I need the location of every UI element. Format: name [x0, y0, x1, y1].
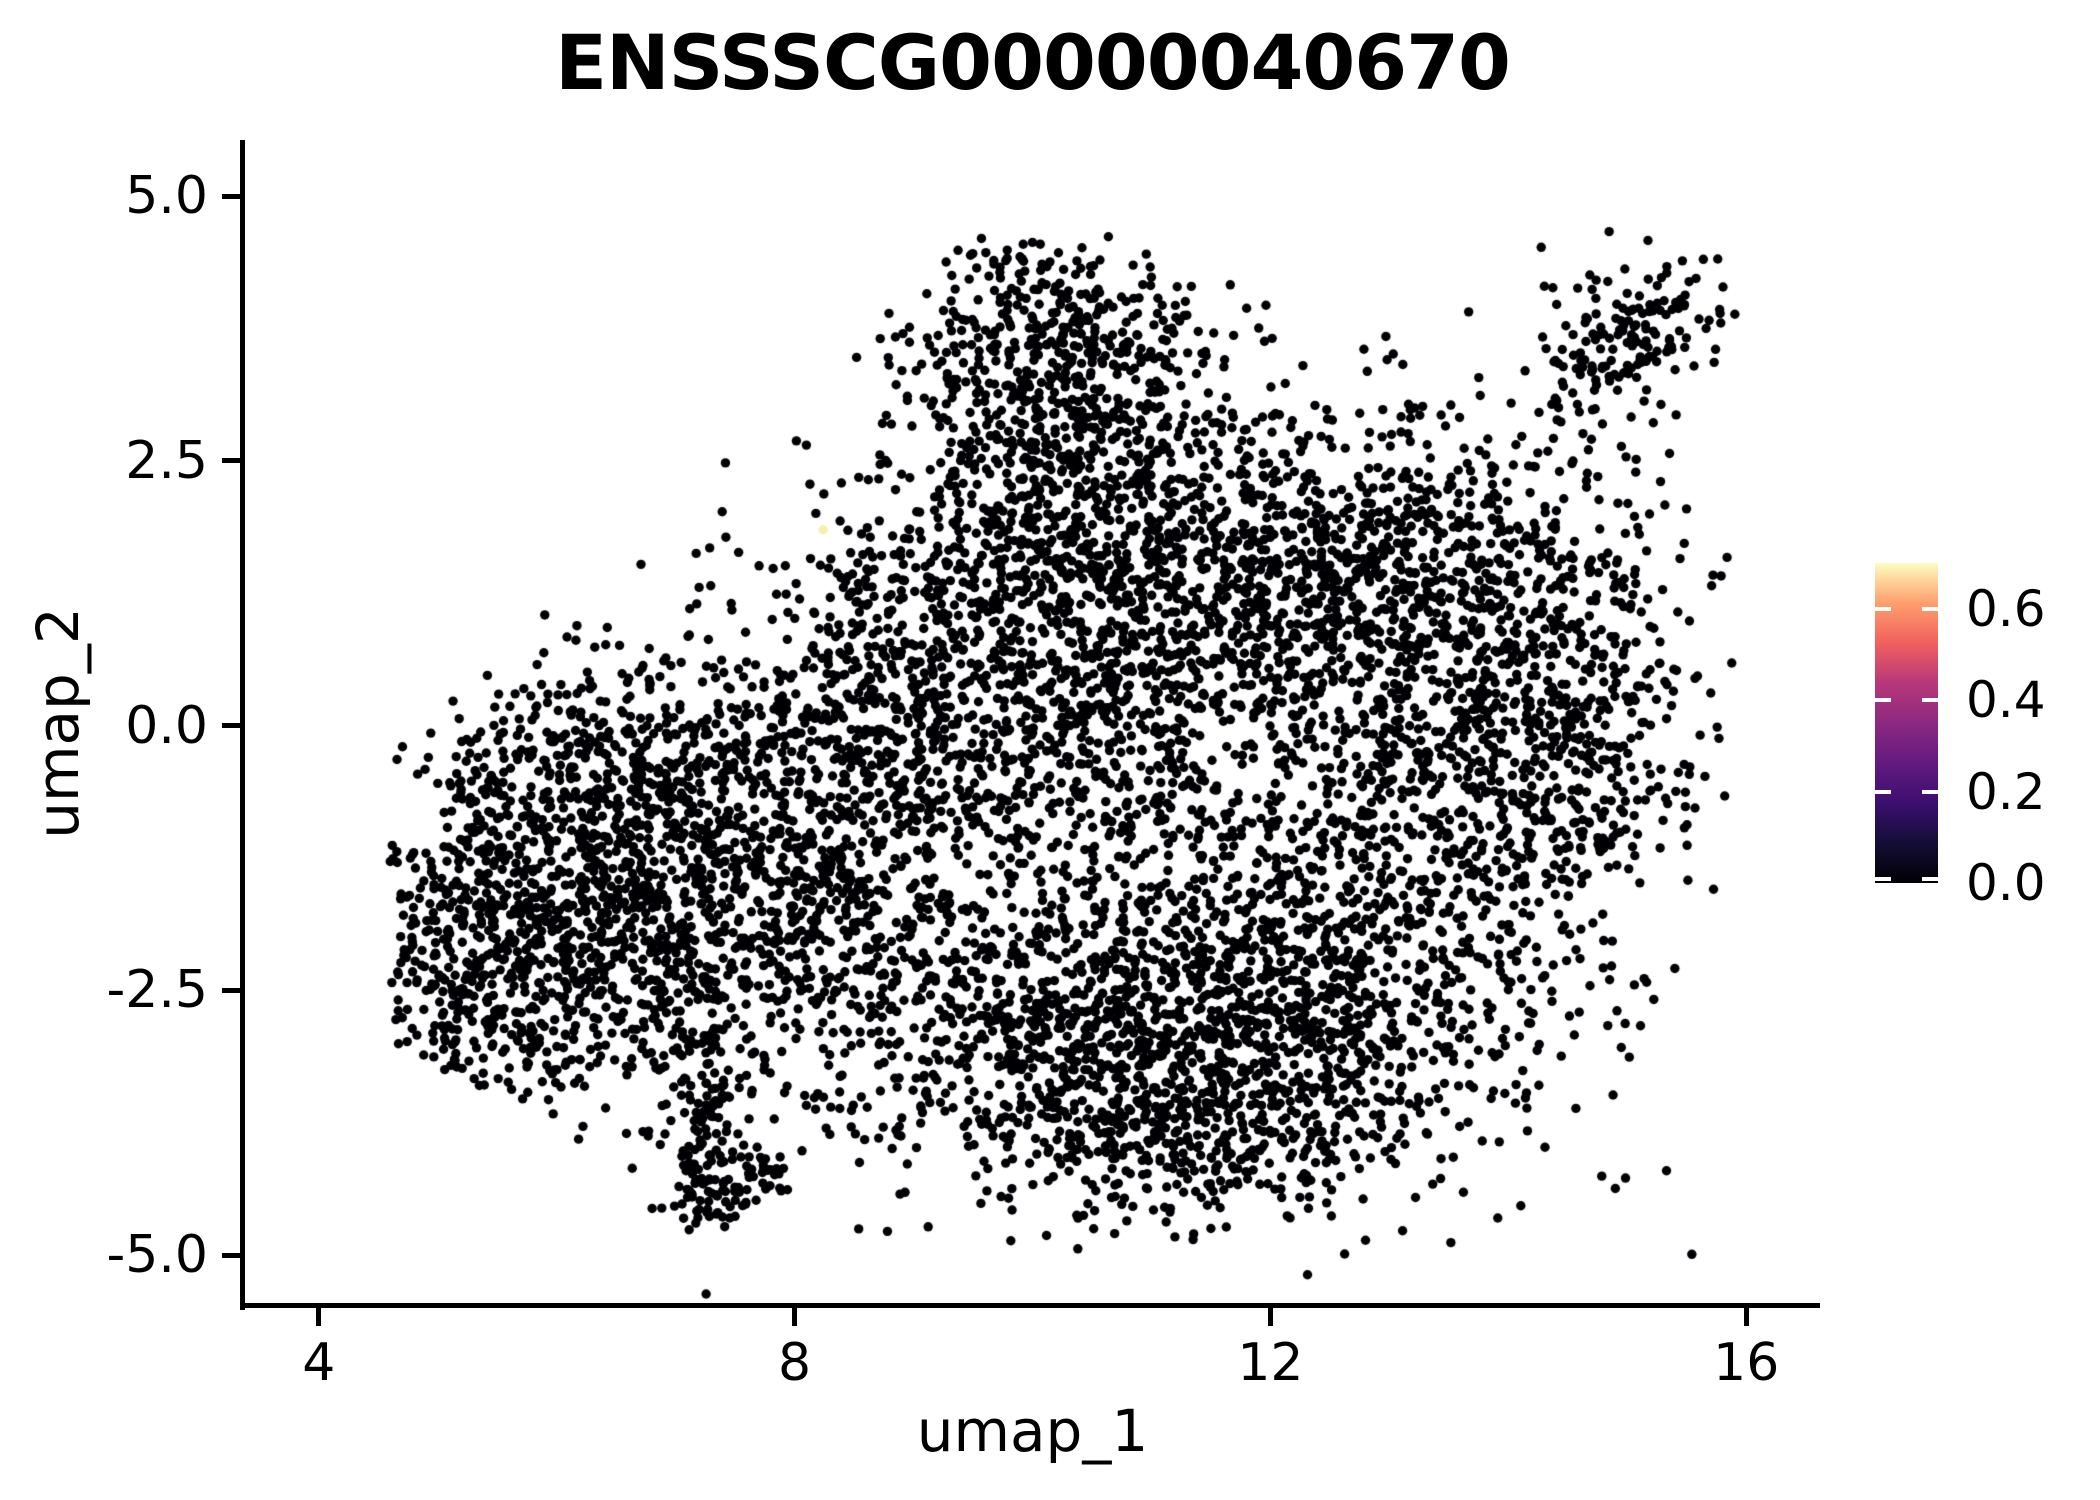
- colorbar-tick-dash: [1875, 877, 1891, 881]
- y-tick-label: -5.0: [106, 1225, 208, 1286]
- colorbar-tick-label: 0.2: [1966, 762, 2046, 821]
- y-axis-title: umap_2: [24, 606, 92, 839]
- x-tick-label: 4: [302, 1333, 336, 1393]
- x-tick-mark: [316, 1308, 322, 1326]
- y-tick-label: 0.0: [125, 695, 208, 756]
- y-tick-mark: [222, 458, 240, 464]
- x-axis-title: umap_1: [916, 1397, 1149, 1465]
- y-tick-mark: [222, 987, 240, 993]
- colorbar-tick-label: 0.6: [1966, 579, 2046, 638]
- x-tick-label: 8: [778, 1333, 812, 1393]
- colorbar-tick-label: 0.4: [1966, 671, 2046, 730]
- colorbar-tick-dash: [1922, 877, 1938, 881]
- colorbar-tick-dash: [1875, 606, 1891, 611]
- colorbar-gradient: [1875, 563, 1938, 883]
- x-axis-line: [240, 1303, 1820, 1308]
- y-axis-line: [240, 140, 245, 1310]
- x-tick-label: 16: [1713, 1333, 1780, 1393]
- colorbar-tick-label: 0.0: [1966, 854, 2046, 912]
- y-tick-mark: [222, 1252, 240, 1258]
- y-tick-mark: [222, 193, 240, 199]
- colorbar-tick-dash: [1875, 698, 1891, 703]
- x-tick-label: 12: [1237, 1333, 1304, 1393]
- colorbar-tick-dash: [1922, 698, 1938, 703]
- colorbar-tick-dash: [1922, 789, 1938, 794]
- colorbar-tick-dash: [1875, 789, 1891, 794]
- y-tick-label: -2.5: [106, 960, 208, 1021]
- y-tick-label: 2.5: [125, 430, 208, 491]
- y-tick-label: 5.0: [125, 166, 208, 227]
- x-tick-mark: [1743, 1308, 1749, 1326]
- x-tick-mark: [1267, 1308, 1273, 1326]
- y-tick-mark: [222, 723, 240, 729]
- colorbar-tick-dash: [1922, 606, 1938, 611]
- x-tick-mark: [792, 1308, 798, 1326]
